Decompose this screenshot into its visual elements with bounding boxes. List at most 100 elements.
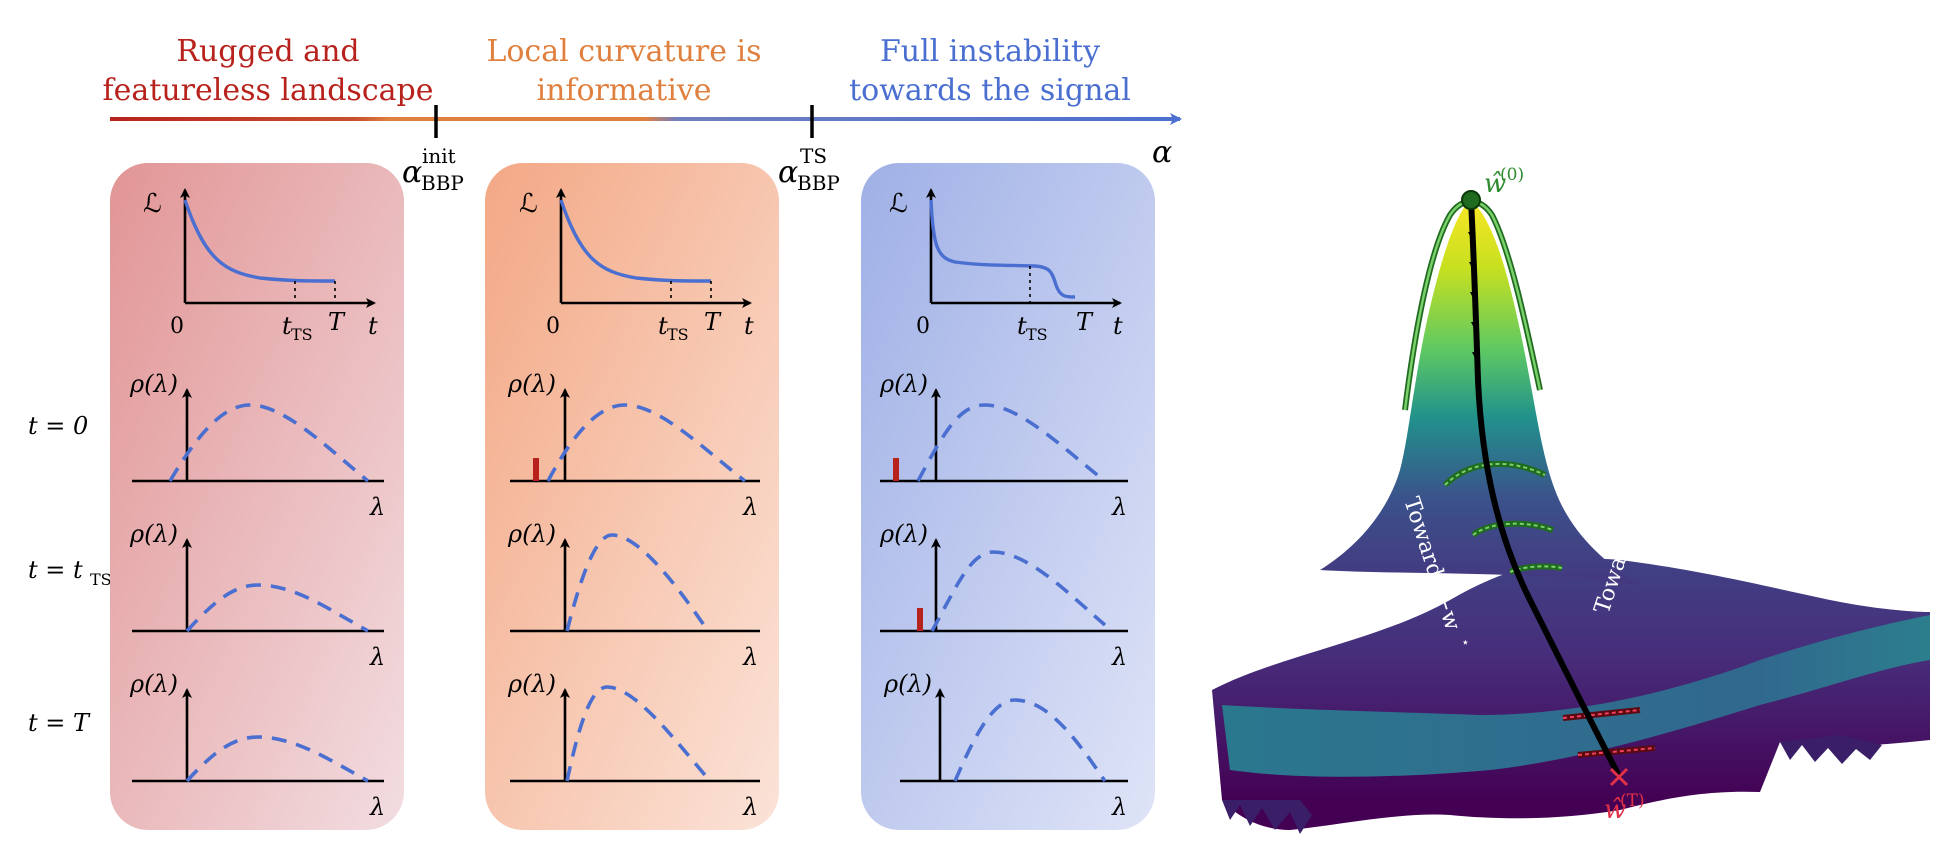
spectrum-xlabel-2-t0: λ [742, 493, 758, 521]
spectrum-xlabel-3-T: λ [1111, 793, 1127, 821]
phase-title-curvature: Local curvature is informative [486, 34, 761, 108]
panel-instability [861, 163, 1155, 830]
trajectory-arrowheads [1468, 232, 1478, 358]
alpha-init-sub: BBP [421, 171, 464, 195]
outlier-spike-3-t0 [893, 458, 899, 481]
spectrum-xlabel-1-tts: λ [369, 643, 385, 671]
spectrum-ylabel-2-tts: ρ(λ) [507, 520, 556, 548]
loss-curve-2 [559, 199, 712, 283]
spectrum-1-T: ρ(λ) λ [129, 670, 385, 821]
panel-curvature [485, 163, 779, 830]
spectrum-3-T: ρ(λ) λ [883, 670, 1128, 821]
outlier-spike-2-t0 [533, 458, 539, 481]
row-label-tts-sub: TS [90, 570, 112, 589]
alpha-ts-base: α [778, 155, 798, 190]
gd-trajectory [1468, 199, 1623, 780]
spectrum-ylabel-3-t0: ρ(λ) [879, 370, 928, 398]
end-label-base: ŵ [1604, 795, 1626, 825]
spectrum-ylabel-3-T: ρ(λ) [883, 670, 932, 698]
row-label-t0: t = 0 [28, 412, 88, 440]
loss-ylabel-2: ℒ [519, 189, 538, 219]
phase-3-line-2: towards the signal [849, 73, 1131, 108]
spectrum-2-t0: ρ(λ) λ [507, 370, 760, 521]
loss-plot-3: ℒ 0 t TS T t [889, 188, 1123, 344]
alpha-axis-label: α [1152, 135, 1172, 170]
start-label-base: ŵ [1484, 169, 1506, 199]
outlier-spike-3-tts [917, 608, 923, 631]
landscape-ribbon [1222, 615, 1930, 777]
loss-origin-2: 0 [546, 314, 560, 339]
loss-tts-sub-2: TS [667, 325, 689, 344]
spectrum-ylabel-1-t0: ρ(λ) [129, 370, 178, 398]
density-3-t0 [916, 403, 1107, 483]
density-3-tts [930, 550, 1107, 632]
density-1-tts [185, 583, 369, 633]
start-label: ŵ (0) [1484, 165, 1524, 199]
loss-tts-2: t [658, 312, 668, 340]
landscape-base [1212, 558, 1930, 830]
phase-title-instability: Full instability towards the signal [849, 34, 1131, 108]
loss-origin-1: 0 [170, 314, 184, 339]
phase-1-line-1: Rugged and [176, 34, 359, 69]
phase-2-line-2: informative [536, 73, 711, 108]
spectrum-2-tts: ρ(λ) λ [507, 520, 760, 671]
loss-T-2: T [704, 308, 722, 336]
phase-3-line-1: Full instability [880, 34, 1100, 69]
alpha-init-sup: init [422, 144, 456, 168]
start-label-sup: (0) [1500, 165, 1524, 185]
loss-plot-2: ℒ 0 t TS T t [519, 188, 754, 344]
spectrum-xlabel-1-t0: λ [369, 493, 385, 521]
row-label-tT: t = T [28, 709, 91, 737]
loss-origin-3: 0 [916, 314, 930, 339]
spectrum-ylabel-1-tts: ρ(λ) [129, 520, 178, 548]
spectrum-ylabel-1-T: ρ(λ) [129, 670, 178, 698]
panel-curvature-content: ℒ 0 t TS T t ρ(λ) λ ρ(λ) λ ρ(λ) λ [507, 188, 760, 821]
end-point-marker [1609, 767, 1629, 787]
end-label: ŵ (T) [1604, 791, 1645, 825]
landscape-fringe [1222, 800, 1322, 834]
phase-title-rugged: Rugged and featureless landscape [103, 34, 434, 108]
alpha-init-base: α [402, 155, 422, 190]
alpha-ts-label: α TS BBP [778, 144, 840, 195]
loss-ylabel-1: ℒ [143, 189, 162, 219]
loss-curve-3 [929, 199, 1076, 299]
spectrum-1-tts: ρ(λ) λ [129, 520, 385, 671]
start-point [1461, 190, 1481, 210]
panel-rugged-content: ℒ 0 t TS T t ρ(λ) λ ρ(λ) λ ρ(λ) [129, 188, 385, 821]
loss-curve-1 [183, 199, 336, 283]
loss-T-3: T [1076, 308, 1094, 336]
spectrum-xlabel-1-T: λ [369, 793, 385, 821]
spectrum-ylabel-2-t0: ρ(λ) [507, 370, 556, 398]
spectrum-xlabel-2-tts: λ [742, 643, 758, 671]
loss-plot-1: ℒ 0 t TS T t [143, 188, 378, 344]
alpha-ts-sup: TS [800, 144, 827, 168]
loss-tts-sub-3: TS [1026, 325, 1048, 344]
loss-ylabel-3: ℒ [889, 189, 908, 219]
panel-rugged [110, 163, 404, 830]
alpha-init-label: α init BBP [402, 144, 464, 195]
phase-2-line-1: Local curvature is [486, 34, 761, 69]
spectrum-3-t0: ρ(λ) λ [879, 370, 1128, 521]
row-label-tts: t = t TS [28, 556, 112, 589]
landscape-fringe-right [1780, 735, 1882, 764]
loss-landscape-3d: ŵ (0) ŵ (T) Towards −w ⋆ Towards w ⋆ [1212, 165, 1930, 834]
loss-T-1: T [328, 308, 346, 336]
loss-tts-1: t [282, 312, 292, 340]
density-2-t0 [546, 403, 747, 483]
phase-1-line-2: featureless landscape [103, 73, 434, 108]
toward-pos-star: ⋆ [1627, 478, 1645, 491]
spectrum-ylabel-3-tts: ρ(λ) [879, 520, 928, 548]
spectrum-xlabel-3-tts: λ [1111, 643, 1127, 671]
spectrum-2-T: ρ(λ) λ [507, 670, 760, 821]
loss-xlabel-1: t [368, 312, 378, 340]
loss-tts-3: t [1017, 312, 1027, 340]
density-1-t0 [168, 403, 370, 483]
density-3-T [953, 698, 1107, 783]
loss-xlabel-3: t [1113, 312, 1123, 340]
row-label-tts-base: t = t [28, 556, 83, 584]
spectrum-xlabel-2-T: λ [742, 793, 758, 821]
spectrum-3-tts: ρ(λ) λ [879, 520, 1128, 671]
loss-xlabel-2: t [744, 312, 754, 340]
spectrum-ylabel-2-T: ρ(λ) [507, 670, 556, 698]
